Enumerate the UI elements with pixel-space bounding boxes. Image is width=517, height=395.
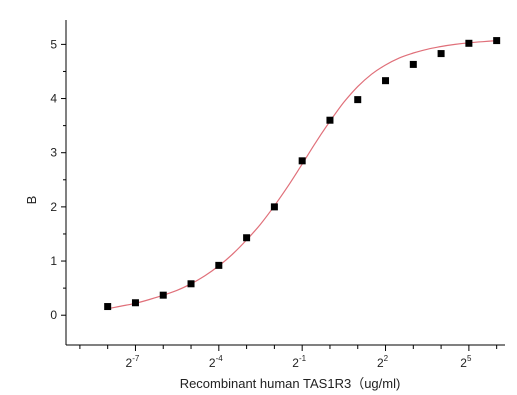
fit-curve-path (107, 40, 497, 310)
data-point (215, 261, 223, 269)
data-point (187, 280, 195, 288)
data-points (104, 37, 501, 311)
data-point (437, 50, 445, 58)
data-point (465, 39, 473, 47)
y-tick-label: 5 (50, 37, 57, 51)
data-point (382, 77, 390, 85)
y-tick-label: 4 (50, 92, 57, 106)
y-tick-label: 0 (50, 308, 57, 322)
x-tick-label: 25 (460, 354, 472, 370)
x-tick-label: 2-4 (209, 354, 223, 370)
data-point (131, 299, 139, 307)
x-tick-label: 22 (377, 354, 389, 370)
data-point (104, 303, 112, 311)
x-tick-label: 2-7 (126, 354, 140, 370)
y-tick-label: 2 (50, 200, 57, 214)
x-tick-label: 2-1 (292, 354, 306, 370)
data-point (409, 60, 417, 68)
data-point (159, 291, 167, 299)
data-point (354, 96, 362, 104)
data-point (326, 116, 334, 124)
x-axis-label: Recombinant human TAS1R3（ug/ml) (180, 376, 401, 391)
x-axis-ticks: 2-7 2-4 2-1 22 25 (79, 345, 498, 370)
y-axis-ticks: 0 1 2 3 4 5 (50, 37, 66, 322)
data-point (493, 37, 501, 45)
chart-axes (65, 20, 505, 346)
data-point (270, 203, 278, 211)
data-point (298, 157, 306, 165)
fit-curve (107, 40, 497, 310)
y-tick-label: 1 (50, 254, 57, 268)
y-tick-label: 3 (50, 146, 57, 160)
y-axis-label: B (24, 196, 39, 205)
data-point (243, 234, 251, 242)
